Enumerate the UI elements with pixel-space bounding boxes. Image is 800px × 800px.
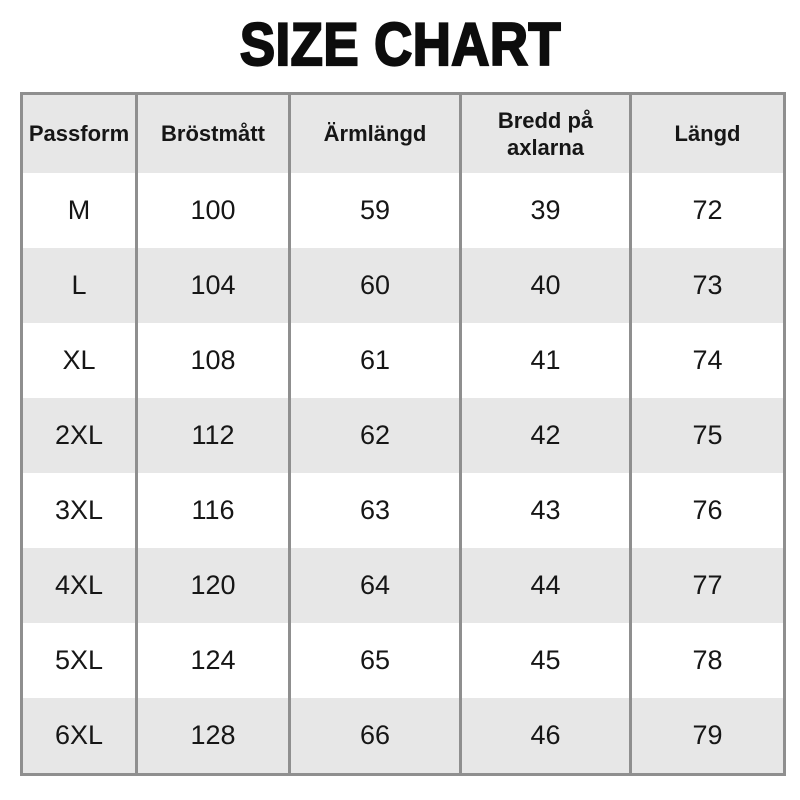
measurement-cell: 124: [138, 623, 291, 698]
measurement-cell: 100: [138, 173, 291, 248]
measurement-cell: 64: [291, 548, 462, 623]
size-label-cell: XL: [23, 323, 138, 398]
measurement-cell: 76: [632, 473, 783, 548]
measurement-cell: 128: [138, 698, 291, 773]
measurement-cell: 79: [632, 698, 783, 773]
page-title-wrap: SIZE CHART: [0, 8, 800, 80]
measurement-cell: 112: [138, 398, 291, 473]
size-label-cell: L: [23, 248, 138, 323]
measurement-cell: 46: [462, 698, 632, 773]
measurement-cell: 63: [291, 473, 462, 548]
measurement-cell: 77: [632, 548, 783, 623]
measurement-cell: 108: [138, 323, 291, 398]
column-header-passform: Passform: [23, 95, 138, 173]
measurement-cell: 65: [291, 623, 462, 698]
column-header-bredd-pa-axlarna: Bredd på axlarna: [462, 95, 632, 173]
measurement-cell: 66: [291, 698, 462, 773]
size-label-cell: 5XL: [23, 623, 138, 698]
measurement-cell: 62: [291, 398, 462, 473]
column-header-brostmatt: Bröstmått: [138, 95, 291, 173]
column-header-armlangd: Ärmlängd: [291, 95, 462, 173]
page-title: SIZE CHART: [238, 9, 561, 78]
measurement-cell: 78: [632, 623, 783, 698]
measurement-cell: 41: [462, 323, 632, 398]
size-label-cell: 4XL: [23, 548, 138, 623]
measurement-cell: 61: [291, 323, 462, 398]
measurement-cell: 40: [462, 248, 632, 323]
measurement-cell: 72: [632, 173, 783, 248]
column-header-langd: Längd: [632, 95, 783, 173]
measurement-cell: 104: [138, 248, 291, 323]
size-label-cell: 2XL: [23, 398, 138, 473]
size-label-cell: M: [23, 173, 138, 248]
size-chart-table: Passform Bröstmått Ärmlängd Bredd på axl…: [20, 92, 786, 776]
measurement-cell: 116: [138, 473, 291, 548]
measurement-cell: 74: [632, 323, 783, 398]
measurement-cell: 75: [632, 398, 783, 473]
measurement-cell: 45: [462, 623, 632, 698]
size-label-cell: 6XL: [23, 698, 138, 773]
measurement-cell: 43: [462, 473, 632, 548]
measurement-cell: 73: [632, 248, 783, 323]
measurement-cell: 42: [462, 398, 632, 473]
measurement-cell: 59: [291, 173, 462, 248]
measurement-cell: 60: [291, 248, 462, 323]
measurement-cell: 39: [462, 173, 632, 248]
measurement-cell: 120: [138, 548, 291, 623]
measurement-cell: 44: [462, 548, 632, 623]
size-label-cell: 3XL: [23, 473, 138, 548]
